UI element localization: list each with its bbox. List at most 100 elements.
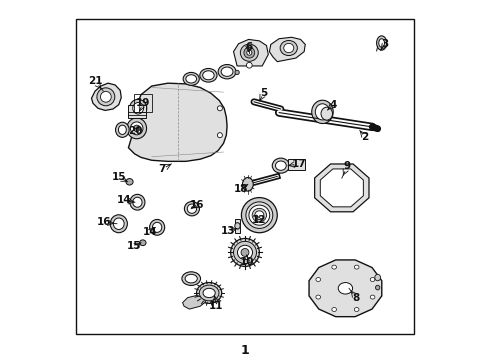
Ellipse shape — [97, 88, 115, 106]
Ellipse shape — [119, 125, 126, 134]
Ellipse shape — [140, 240, 146, 246]
Ellipse shape — [183, 72, 199, 85]
Text: 2: 2 — [362, 132, 369, 142]
Ellipse shape — [354, 265, 359, 269]
Text: 18: 18 — [234, 184, 248, 194]
Ellipse shape — [370, 295, 375, 299]
Bar — [134, 94, 152, 112]
Ellipse shape — [221, 67, 233, 76]
Ellipse shape — [218, 64, 236, 79]
Ellipse shape — [133, 103, 144, 114]
Text: 10: 10 — [240, 257, 254, 267]
Ellipse shape — [127, 118, 147, 139]
Ellipse shape — [280, 41, 297, 55]
Ellipse shape — [243, 177, 253, 191]
Ellipse shape — [182, 272, 200, 285]
Text: 5: 5 — [260, 88, 267, 98]
Text: 21: 21 — [88, 76, 102, 86]
Text: 7: 7 — [158, 164, 166, 174]
Ellipse shape — [234, 241, 256, 264]
Text: 9: 9 — [343, 161, 351, 171]
Text: 8: 8 — [352, 293, 360, 303]
Ellipse shape — [133, 125, 140, 132]
Ellipse shape — [240, 44, 258, 61]
Polygon shape — [315, 164, 369, 212]
Ellipse shape — [370, 278, 375, 282]
Ellipse shape — [203, 71, 214, 80]
Ellipse shape — [247, 50, 252, 55]
Polygon shape — [234, 40, 269, 66]
Ellipse shape — [199, 285, 219, 301]
Text: 15: 15 — [112, 172, 126, 182]
Text: 13: 13 — [220, 226, 235, 236]
Text: 3: 3 — [381, 40, 389, 49]
Ellipse shape — [235, 223, 240, 229]
Text: 19: 19 — [136, 98, 150, 108]
Text: 6: 6 — [245, 42, 252, 52]
Ellipse shape — [246, 62, 252, 68]
Ellipse shape — [152, 222, 162, 232]
Ellipse shape — [354, 307, 359, 311]
Ellipse shape — [218, 133, 222, 138]
Text: 14: 14 — [117, 195, 131, 206]
Ellipse shape — [252, 208, 267, 222]
Ellipse shape — [375, 285, 380, 290]
Ellipse shape — [338, 283, 353, 294]
Text: 14: 14 — [143, 227, 157, 237]
Ellipse shape — [315, 104, 330, 120]
Ellipse shape — [126, 179, 133, 185]
Ellipse shape — [137, 127, 142, 132]
Ellipse shape — [133, 197, 142, 207]
Polygon shape — [309, 260, 382, 317]
Ellipse shape — [130, 122, 143, 135]
Text: 16: 16 — [189, 200, 204, 210]
Ellipse shape — [203, 288, 215, 298]
Text: 17: 17 — [292, 159, 306, 169]
Text: 15: 15 — [127, 241, 142, 251]
Ellipse shape — [249, 205, 270, 225]
Ellipse shape — [241, 248, 249, 256]
Ellipse shape — [130, 194, 145, 210]
Ellipse shape — [284, 43, 294, 53]
Text: 11: 11 — [209, 301, 223, 311]
Text: 1: 1 — [241, 344, 249, 357]
Ellipse shape — [312, 100, 333, 123]
Text: 12: 12 — [252, 215, 267, 225]
Ellipse shape — [184, 202, 199, 216]
Ellipse shape — [244, 47, 255, 58]
Ellipse shape — [200, 68, 217, 82]
Ellipse shape — [379, 39, 385, 47]
Ellipse shape — [377, 36, 387, 50]
Bar — [128, 105, 146, 118]
Polygon shape — [183, 296, 205, 309]
Ellipse shape — [218, 106, 222, 111]
Ellipse shape — [235, 70, 239, 75]
Ellipse shape — [242, 198, 277, 233]
Ellipse shape — [196, 283, 221, 303]
Ellipse shape — [186, 75, 196, 83]
Ellipse shape — [272, 158, 290, 173]
Polygon shape — [128, 83, 227, 161]
Ellipse shape — [113, 218, 124, 229]
Ellipse shape — [316, 278, 320, 282]
Ellipse shape — [246, 202, 273, 228]
Ellipse shape — [255, 211, 264, 220]
Polygon shape — [320, 169, 364, 207]
Ellipse shape — [100, 91, 111, 102]
Bar — [235, 219, 240, 233]
Ellipse shape — [149, 220, 165, 235]
Text: 20: 20 — [128, 126, 143, 136]
Ellipse shape — [321, 107, 333, 120]
Polygon shape — [92, 83, 122, 111]
Ellipse shape — [316, 295, 320, 299]
Bar — [288, 159, 305, 170]
Ellipse shape — [332, 307, 337, 311]
Text: 4: 4 — [329, 100, 337, 110]
Polygon shape — [270, 37, 305, 62]
Ellipse shape — [231, 238, 259, 266]
Ellipse shape — [187, 204, 196, 213]
Bar — [76, 19, 414, 334]
Ellipse shape — [238, 245, 252, 260]
Ellipse shape — [129, 99, 147, 117]
Ellipse shape — [185, 274, 197, 283]
